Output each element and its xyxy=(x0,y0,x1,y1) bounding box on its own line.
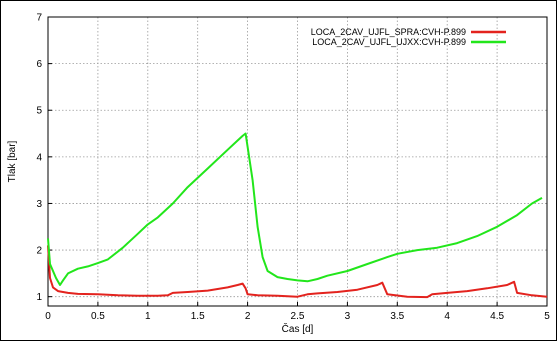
x-tick-label: 5 xyxy=(544,311,550,322)
x-tick-label: 2.5 xyxy=(291,311,305,322)
y-tick-label: 2 xyxy=(36,246,42,257)
y-tick-label: 7 xyxy=(36,13,42,24)
x-tick-label: 4.5 xyxy=(490,311,504,322)
series-line-2 xyxy=(47,132,543,286)
x-axis-label: Čas [d] xyxy=(282,322,314,335)
legend-label-2: LOCA_2CAV_UJFL_UJXX:CVH-P.899 xyxy=(312,37,466,47)
x-tick-label: 0.5 xyxy=(91,311,105,322)
y-axis-label: Tlak [bar] xyxy=(7,140,18,182)
y-tick-label: 1 xyxy=(36,292,42,303)
legend: LOCA_2CAV_UJFL_SPRA:CVH-P.899LOCA_2CAV_U… xyxy=(311,27,506,47)
y-tick-label: 4 xyxy=(36,152,42,163)
x-tick-label: 3.5 xyxy=(390,311,404,322)
series-lines xyxy=(47,132,548,299)
x-tick-label: 3 xyxy=(345,311,351,322)
x-tick-label: 4 xyxy=(444,311,450,322)
x-tick-label: 2 xyxy=(245,311,251,322)
series-line-1 xyxy=(47,245,548,299)
y-tick-label: 5 xyxy=(36,106,42,117)
grid-lines xyxy=(47,16,548,306)
x-tick-label: 1.5 xyxy=(191,311,205,322)
x-tick-label: 0 xyxy=(45,311,51,322)
y-tick-label: 3 xyxy=(36,199,42,210)
legend-label-1: LOCA_2CAV_UJFL_SPRA:CVH-P.899 xyxy=(311,27,466,37)
axis-ticks: 0 0.5 1 1.5 2 2.5 3 3.5 4 4.5 5 1 2 3 4 5 6 7 xyxy=(36,13,550,323)
y-tick-label: 6 xyxy=(36,59,42,70)
x-tick-label: 1 xyxy=(145,311,151,322)
